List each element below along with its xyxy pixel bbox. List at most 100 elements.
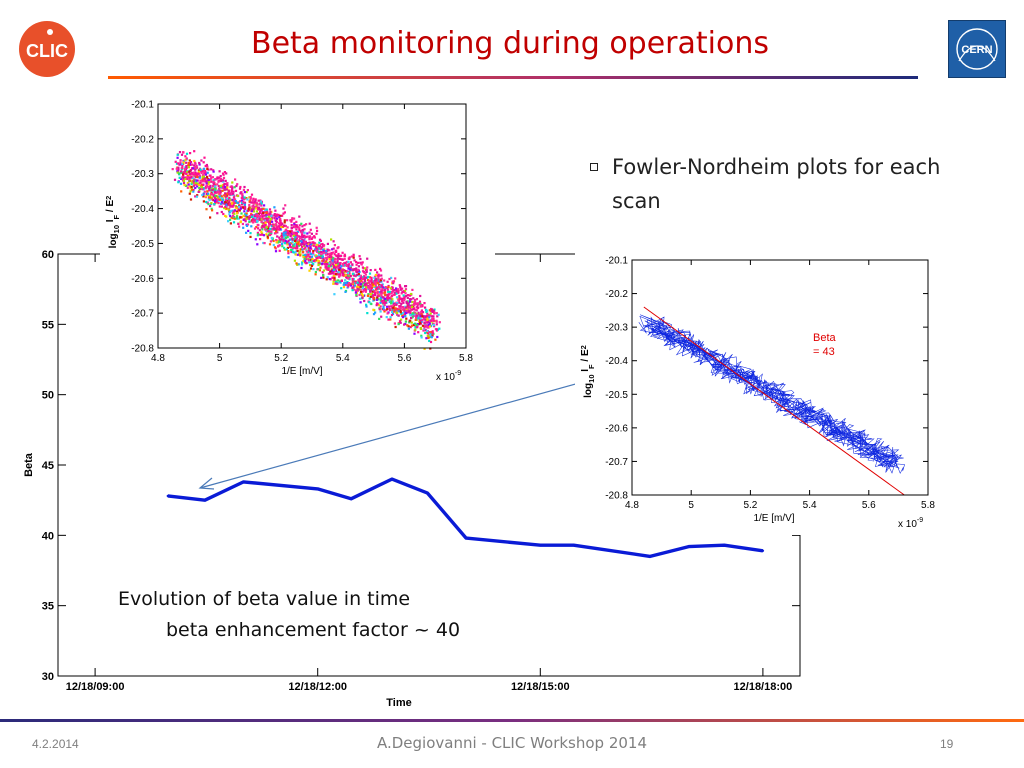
scatter-point [318,269,321,272]
scatter-point [182,179,186,183]
scatter-point [381,295,384,299]
scatter-point [249,232,252,235]
scatter-point [332,257,335,260]
scatter-point [253,200,256,203]
scatter-point [311,257,314,261]
scatter-point [432,309,435,312]
scatter-point [245,223,248,226]
scatter-point [256,202,259,205]
scatter-point [420,320,423,323]
scatter-point [284,204,287,207]
scatter-point [289,230,292,233]
scatter-point [382,302,385,305]
scatter-point [370,286,374,289]
scatter-point [265,233,268,236]
scatter-point [267,229,270,233]
scatter-point [420,310,423,314]
scatter-point [314,270,317,274]
scatter-point [363,276,366,280]
scatter-point [361,261,364,264]
scatter-point [377,278,380,281]
scatter-point [397,299,400,302]
scatter-point [431,315,434,318]
scatter-point [358,255,361,258]
inset1-x-tick-label: 5 [217,353,223,364]
scatter-point [207,183,210,186]
scatter-point [247,209,250,212]
scatter-point [282,212,285,215]
scatter-point [310,237,313,240]
scatter-point [343,255,346,258]
scatter-point [176,156,179,159]
scatter-point [401,299,404,303]
scatter-point [243,207,246,210]
scatter-point [335,273,338,276]
scatter-point [373,275,377,278]
scatter-point [355,285,358,288]
scatter-point [228,196,231,199]
scatter-point [315,226,318,229]
scatter-point [198,176,201,179]
scatter-point [306,255,309,258]
scatter-point [355,267,358,270]
scatter-point [340,265,343,268]
scatter-point [232,214,235,217]
scatter-point [230,202,233,205]
scatter-point [218,198,221,201]
scatter-point [404,292,407,295]
scatter-point [176,153,179,156]
scatter-point [188,185,191,188]
scatter-point [397,323,400,326]
scatter-point [250,215,253,218]
scatter-point [402,307,405,310]
scatter-point [351,286,354,289]
scatter-point [260,218,263,221]
scatter-point [418,320,421,323]
scatter-point [294,224,297,227]
scatter-point [362,276,365,279]
scatter-point [436,315,439,318]
scatter-point [393,291,396,294]
scatter-point [368,297,371,300]
scatter-point [329,272,332,275]
scatter-point [273,227,276,230]
scatter-point [241,222,244,226]
scatter-point [252,207,255,210]
scatter-point [306,242,309,245]
scatter-point [387,296,390,299]
scatter-point [180,170,183,173]
scatter-point [379,292,382,295]
scatter-point [361,285,364,288]
scatter-point [384,297,387,301]
scatter-point [333,253,336,256]
scatter-point [386,288,389,292]
scatter-point [252,208,255,211]
scatter-point [177,172,181,175]
scatter-point [188,178,191,181]
scatter-point [305,223,308,226]
scatter-point [202,192,205,195]
scatter-point [306,232,309,235]
scatter-point [353,282,356,285]
scatter-point [380,274,383,277]
scatter-point [222,185,225,188]
scatter-point [403,309,406,312]
scatter-point [434,338,437,341]
scatter-point [301,235,304,239]
scatter-point [302,239,305,242]
inset1-y-axis-label-part-5: 2 [104,196,113,200]
scatter-point [282,207,285,210]
scatter-point [363,275,366,278]
scatter-point [230,193,233,196]
scatter-point [215,177,219,180]
scatter-point [224,185,227,189]
scatter-point [262,234,266,237]
scatter-point [308,269,311,272]
scatter-point [212,179,215,182]
scatter-point [300,233,304,237]
scatter-point [290,224,293,227]
scatter-point [260,220,263,223]
scatter-point [428,335,431,338]
scatter-point [295,232,298,235]
scatter-point [266,227,270,230]
